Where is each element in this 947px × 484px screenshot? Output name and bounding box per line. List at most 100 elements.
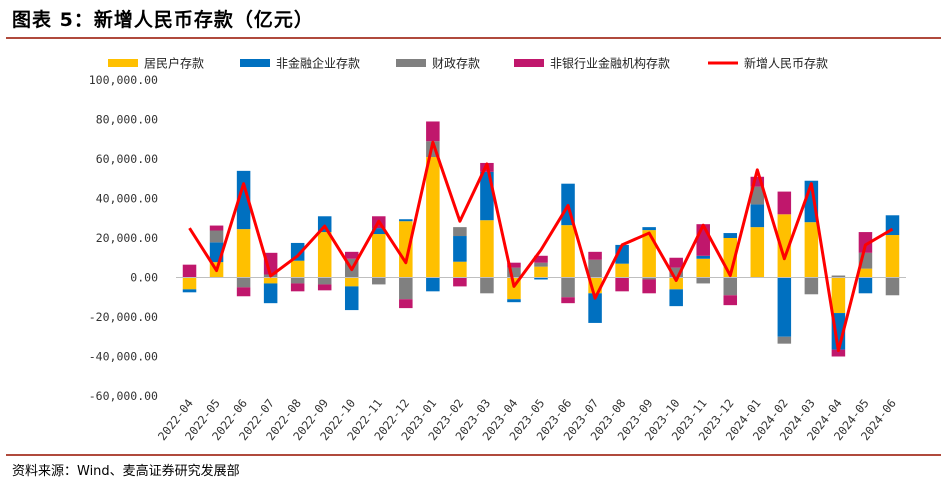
- footer-divider: [6, 454, 941, 456]
- x-axis-labels: 2022-042022-052022-062022-072022-082022-…: [155, 396, 899, 443]
- y-tick-label: 60,000.00: [96, 152, 158, 166]
- bar-segment: [534, 266, 548, 278]
- bar-segment: [615, 263, 629, 278]
- bar-segment: [344, 286, 359, 311]
- bar-segment: [399, 219, 413, 222]
- bar-segment: [317, 284, 332, 291]
- bar-segment: [182, 277, 197, 290]
- legend-label: 财政存款: [432, 57, 480, 71]
- bar-segment: [561, 225, 575, 278]
- bar-segment: [750, 204, 765, 228]
- bar-segment: [642, 277, 656, 280]
- legend-swatch: [108, 59, 138, 67]
- bar-segment: [804, 277, 819, 295]
- bar-segment: [885, 277, 900, 296]
- bar-segment: [777, 214, 792, 278]
- y-tick-label: 20,000.00: [96, 231, 158, 245]
- bar-segment: [534, 262, 548, 267]
- bar-segment: [804, 222, 819, 278]
- deposit-chart: -60,000.00 -40,000.00 -20,000.00 0.00 20,000…: [89, 56, 906, 443]
- legend-label: 居民户存款: [144, 56, 204, 71]
- bar-segment: [426, 121, 440, 142]
- bar-segment: [696, 255, 710, 259]
- bar-segment: [426, 157, 440, 278]
- total-deposit-line: [188, 140, 894, 353]
- bar-segment: [642, 227, 656, 231]
- legend-swatch: [240, 59, 270, 67]
- bar-segment: [507, 262, 521, 268]
- bar-segment: [263, 283, 278, 304]
- bar-segment: [642, 230, 656, 278]
- bar-segment: [669, 267, 683, 278]
- bar-segment: [344, 251, 359, 259]
- bar-segment: [236, 229, 251, 278]
- bar-segment: [453, 227, 467, 237]
- y-tick-label: -60,000.00: [89, 389, 158, 403]
- bar-segment: [615, 277, 629, 292]
- bar-segment: [777, 277, 792, 337]
- y-tick-label: 100,000.00: [89, 73, 158, 87]
- bar-segment: [669, 257, 683, 268]
- bar-segment: [696, 224, 710, 256]
- bar-segment: [236, 287, 251, 297]
- bar-segment: [561, 297, 575, 304]
- bar-segment: [372, 234, 386, 278]
- bar-segment: [588, 251, 602, 260]
- bar-segment: [588, 259, 602, 278]
- bar-segment: [236, 170, 251, 230]
- bar-segment: [831, 277, 846, 314]
- bar-segment: [831, 275, 846, 278]
- bar-segment: [858, 277, 873, 294]
- legend-swatch: [514, 59, 544, 67]
- bar-segment: [588, 293, 602, 323]
- bar-segment: [696, 277, 710, 284]
- bar-segment: [561, 277, 575, 298]
- bar-segment: [182, 264, 197, 278]
- bar-segment: [453, 261, 467, 278]
- bar-segment: [182, 289, 197, 293]
- bar-segment: [290, 242, 305, 261]
- bar-segment: [750, 176, 765, 187]
- bar-segment: [480, 220, 494, 278]
- bar-segment: [750, 227, 765, 278]
- bar-segment: [750, 186, 765, 205]
- bar-segment: [642, 279, 656, 294]
- bar-segment: [669, 289, 683, 307]
- total-deposit-series-line: [188, 140, 894, 353]
- bar-segment: [453, 236, 467, 262]
- bar-segment: [777, 336, 792, 344]
- bar-segment: [453, 277, 467, 287]
- bar-segment: [723, 233, 738, 238]
- bar-segment: [480, 277, 494, 294]
- bar-segment: [317, 232, 332, 278]
- bar-segment: [723, 277, 738, 296]
- bar-segment: [290, 277, 305, 284]
- y-tick-label: -20,000.00: [89, 310, 158, 324]
- y-tick-label: 0.00: [130, 271, 158, 285]
- bar-segment: [263, 277, 278, 284]
- bar-segment: [777, 191, 792, 215]
- bar-segment: [426, 277, 440, 292]
- bar-segment: [290, 260, 305, 278]
- bar-segment: [885, 235, 900, 278]
- bar-segment: [507, 267, 521, 278]
- bar-segment: [317, 277, 332, 285]
- title-divider: [6, 37, 941, 39]
- bar-segment: [696, 258, 710, 278]
- legend-label: 新增人民币存款: [744, 56, 828, 71]
- bar-segment: [858, 232, 873, 253]
- bar-segment: [344, 277, 359, 287]
- legend-swatch: [396, 59, 426, 67]
- source-note: 资料来源：Wind、麦高证券研究发展部: [12, 464, 240, 479]
- bar-segment: [236, 277, 251, 288]
- bar-segment: [669, 277, 683, 290]
- y-tick-label: 80,000.00: [96, 113, 158, 127]
- bar-segment: [534, 255, 548, 263]
- bar-segment: [507, 299, 521, 303]
- bar-segment: [399, 277, 413, 300]
- y-axis-ticks: -60,000.00 -40,000.00 -20,000.00 0.00 20,000…: [89, 73, 158, 403]
- y-tick-label: 40,000.00: [96, 192, 158, 206]
- bar-segment: [372, 228, 386, 235]
- bar-segment: [209, 225, 224, 231]
- y-tick-label: -40,000.00: [89, 350, 158, 364]
